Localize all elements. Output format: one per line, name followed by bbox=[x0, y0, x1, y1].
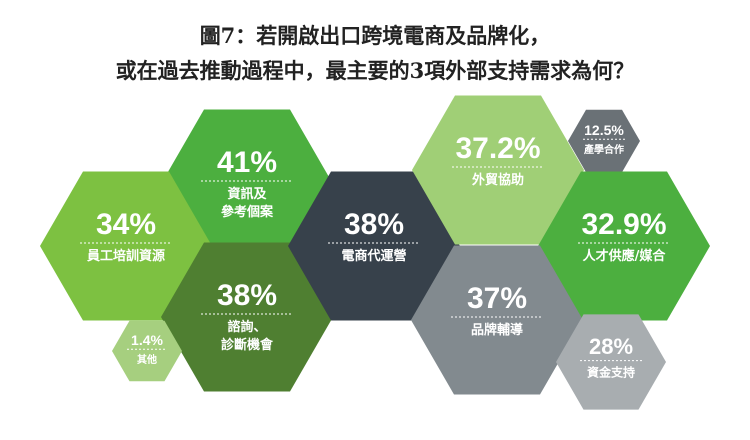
hexagon-item: 34% 員工培訓資源 bbox=[40, 171, 212, 321]
hexagon-shape bbox=[288, 171, 460, 321]
hexagon-item: 37.2% 外貿協助 bbox=[412, 95, 584, 245]
hexagon-shape bbox=[556, 314, 666, 410]
chart-title-line1: 圖7：若開啟出口跨境電商及品牌化， bbox=[199, 23, 551, 48]
hexagon-shape bbox=[161, 242, 333, 392]
hexagon-shape bbox=[568, 109, 640, 173]
hexagon-value: 34% bbox=[96, 208, 156, 241]
hexagon-item: 1.4% 其他 bbox=[112, 320, 182, 382]
hexagon-item: 38% 電商代運營 bbox=[288, 171, 460, 321]
hexagon-label: 產學合作 bbox=[583, 143, 624, 156]
hexagon-value: 32.9% bbox=[581, 208, 666, 241]
hexagon-item: 37% 品牌輔導 bbox=[411, 245, 583, 395]
hexagon-shape bbox=[40, 171, 212, 321]
hexagon-label: 諮詢、 bbox=[227, 319, 266, 335]
hexagon-value: 12.5% bbox=[584, 122, 624, 138]
hexagon-label: 外貿協助 bbox=[471, 172, 524, 188]
hexagon-label: 資訊及 bbox=[227, 186, 267, 202]
hexagon-label: 電商代運營 bbox=[341, 248, 406, 264]
hexagon-value: 37% bbox=[467, 282, 527, 315]
hexagon-label: 人才供應/媒合 bbox=[583, 248, 667, 264]
hexagon-value: 41% bbox=[217, 146, 277, 179]
hexagon-item: 12.5% 產學合作 bbox=[568, 109, 640, 173]
chart-title: 圖7：若開啟出口跨境電商及品牌化， 或在過去推動過程中，最主要的3項外部支持需求… bbox=[0, 18, 750, 88]
hexagon-value: 37.2% bbox=[455, 132, 540, 165]
hexagon-item: 28% 資金支持 bbox=[556, 314, 666, 410]
hexagon-label: 資金支持 bbox=[587, 365, 635, 380]
hexagon-label: 品牌輔導 bbox=[471, 322, 523, 338]
hexagon-value: 28% bbox=[589, 334, 633, 359]
chart-title-line2: 或在過去推動過程中，最主要的3項外部支持需求為何？ bbox=[115, 58, 635, 83]
hexagon-label: 員工培訓資源 bbox=[86, 248, 165, 264]
hexagon-shape bbox=[538, 171, 710, 321]
hexagon-label: 其他 bbox=[137, 353, 157, 366]
hexagon-value: 38% bbox=[217, 279, 277, 312]
hexagon-item: 38% 諮詢、診斷機會 bbox=[161, 242, 333, 392]
hexagon-value: 38% bbox=[344, 208, 404, 241]
hexagon-value: 1.4% bbox=[131, 332, 163, 348]
hexagon-shape bbox=[412, 95, 584, 245]
hexagon-shape bbox=[411, 245, 583, 395]
hexagon-label: 診斷機會 bbox=[221, 337, 274, 353]
hexagon-shape bbox=[161, 109, 333, 259]
hexagon-label: 參考個案 bbox=[221, 204, 274, 220]
hexagon-shape bbox=[112, 320, 182, 382]
hexagon-item: 32.9% 人才供應/媒合 bbox=[538, 171, 710, 321]
